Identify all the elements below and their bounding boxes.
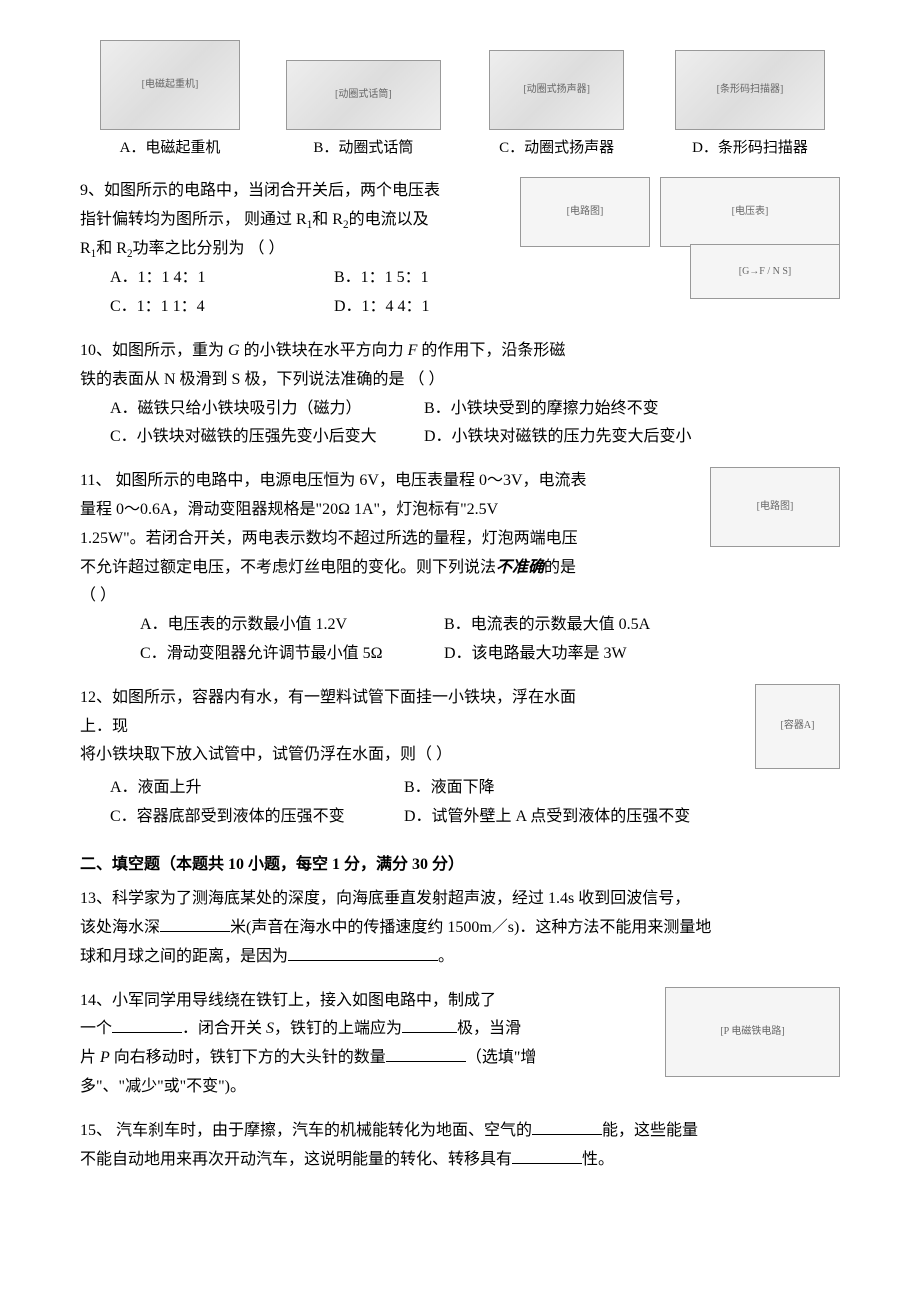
q11-circuit-image: [电路图] <box>710 467 840 547</box>
option-a-item: [电磁起重机] A．电磁起重机 <box>80 40 260 162</box>
q11-options: A．电压表的示数最小值 1.2V B．电流表的示数最大值 0.5A C．滑动变阻… <box>80 611 840 669</box>
caption-b: B．动圈式话筒 <box>313 135 413 162</box>
q14-line4: 多"、"减少"或"不变")。 <box>80 1073 840 1102</box>
q11-line5: （ ） <box>80 582 840 611</box>
option-images-row: [电磁起重机] A．电磁起重机 [动圈式话筒] B．动圈式话筒 [动圈式扬声器]… <box>80 40 840 162</box>
blank-quantity <box>386 1046 466 1062</box>
caption-a: A．电磁起重机 <box>120 135 221 162</box>
blank-property <box>512 1148 582 1164</box>
q9-voltmeter-image: [电压表] <box>660 177 840 247</box>
blank-pole <box>402 1017 457 1033</box>
q10-magnet-image: [G→F / N S] <box>690 244 840 299</box>
q13-line2: 该处海水深米(声音在海水中的传播速度约 1500m／s)．这种方法不能用来测量地 <box>80 914 840 943</box>
question-13: 13、科学家为了测海底某处的深度，向海底垂直发射超声波，经过 1.4s 收到回波… <box>80 885 840 971</box>
q15-line1: 15、 汽车刹车时，由于摩擦，汽车的机械能转化为地面、空气的能，这些能量 <box>80 1117 840 1146</box>
blank-energy <box>532 1119 602 1135</box>
q10-line1: 10、如图所示，重为 G 的小铁块在水平方向力 F 的作用下，沿条形磁 <box>80 337 840 366</box>
caption-d: D．条形码扫描器 <box>692 135 808 162</box>
question-15: 15、 汽车刹车时，由于摩擦，汽车的机械能转化为地面、空气的能，这些能量 不能自… <box>80 1117 840 1175</box>
q13-line3: 球和月球之间的距离，是因为。 <box>80 943 840 972</box>
question-10: 10、如图所示，重为 G 的小铁块在水平方向力 F 的作用下，沿条形磁 铁的表面… <box>80 337 840 452</box>
q12-options: A．液面上升 B．液面下降 C．容器底部受到液体的压强不变 D．试管外壁上 A … <box>80 774 840 832</box>
question-9: [电压表] [电路图] 9、如图所示的电路中，当闭合开关后，两个电压表 指针偏转… <box>80 177 840 322</box>
blank-depth <box>160 916 230 932</box>
microphone-image: [动圈式话筒] <box>286 60 441 130</box>
q12-line2: 上．现 <box>80 713 840 742</box>
caption-c: C．动圈式扬声器 <box>499 135 614 162</box>
section-2-header: 二、填空题（本题共 10 小题，每空 1 分，满分 30 分） <box>80 851 840 880</box>
q12-container-image: [容器A] <box>755 684 840 769</box>
scanner-image: [条形码扫描器] <box>675 50 825 130</box>
option-b-item: [动圈式话筒] B．动圈式话筒 <box>273 60 453 162</box>
q12-line3: 将小铁块取下放入试管中，试管仍浮在水面，则（ ） <box>80 741 840 770</box>
q10-line2: 铁的表面从 N 极滑到 S 极，下列说法准确的是 （ ） <box>80 366 840 395</box>
q9-circuit-image: [电路图] <box>520 177 650 247</box>
speaker-image: [动圈式扬声器] <box>489 50 624 130</box>
q14-electromagnet-image: [P 电磁铁电路] <box>665 987 840 1077</box>
crane-image: [电磁起重机] <box>100 40 240 130</box>
option-d-item: [条形码扫描器] D．条形码扫描器 <box>660 50 840 162</box>
question-12: [容器A] 12、如图所示，容器内有水，有一塑料试管下面挂一小铁块，浮在水面 上… <box>80 684 840 832</box>
option-c-item: [动圈式扬声器] C．动圈式扬声器 <box>467 50 647 162</box>
q12-line1: 12、如图所示，容器内有水，有一塑料试管下面挂一小铁块，浮在水面 <box>80 684 840 713</box>
q15-line2: 不能自动地用来再次开动汽车，这说明能量的转化、转移具有性。 <box>80 1146 840 1175</box>
question-14: [P 电磁铁电路] 14、小军同学用导线绕在铁钉上，接入如图电路中，制成了 一个… <box>80 987 840 1102</box>
q11-line4: 不允许超过额定电压，不考虑灯丝电阻的变化。则下列说法不准确的是 <box>80 554 840 583</box>
blank-reason <box>288 945 438 961</box>
q13-line1: 13、科学家为了测海底某处的深度，向海底垂直发射超声波，经过 1.4s 收到回波… <box>80 885 840 914</box>
question-11: [电路图] 11、 如图所示的电路中，电源电压恒为 6V，电压表量程 0～3V，… <box>80 467 840 669</box>
blank-device <box>112 1017 182 1033</box>
q10-options: A．磁铁只给小铁块吸引力（磁力） B．小铁块受到的摩擦力始终不变 C．小铁块对磁… <box>80 395 840 453</box>
